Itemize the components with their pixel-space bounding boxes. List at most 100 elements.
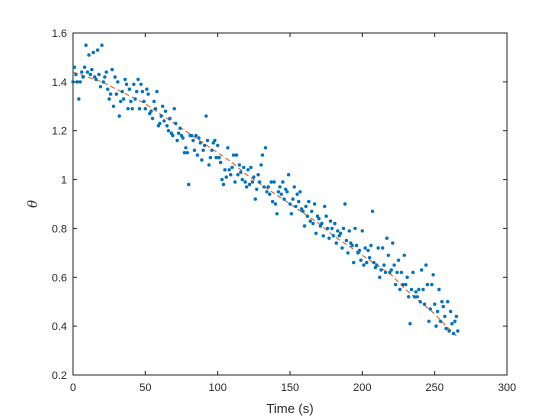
scatter-point	[295, 192, 299, 196]
scatter-point	[111, 104, 116, 109]
scatter-point	[359, 258, 363, 262]
scatter-point	[184, 146, 188, 150]
scatter-point	[392, 263, 396, 267]
scatter-point	[162, 119, 166, 123]
scatter-point	[454, 314, 459, 319]
scatter-point	[443, 314, 447, 319]
scatter-point	[246, 168, 250, 172]
scatter-point	[176, 131, 181, 135]
scatter-point	[304, 204, 308, 209]
scatter-point	[448, 309, 453, 314]
scatter-point	[352, 260, 356, 265]
scatter-point	[366, 248, 370, 253]
y-tick-label: 1.6	[52, 28, 67, 40]
scatter-point	[298, 190, 302, 194]
y-tick-label: 0.2	[52, 370, 67, 382]
scatter-point	[404, 282, 408, 287]
scatter-point	[389, 268, 393, 272]
scatter-point	[104, 70, 109, 74]
scatter-point	[171, 133, 175, 138]
scatter-point	[74, 72, 78, 77]
scatter-point	[149, 109, 153, 113]
scatter-point	[354, 243, 359, 248]
scatter-point	[168, 116, 172, 121]
scatter-point	[87, 53, 91, 57]
scatter-point	[175, 138, 179, 143]
scatter-point	[456, 329, 460, 333]
scatter-point	[285, 190, 289, 194]
scatter-point	[185, 151, 189, 155]
scatter-point	[315, 214, 320, 218]
scatter-point	[433, 302, 437, 306]
scatter-point	[363, 246, 367, 250]
scatter-series	[71, 43, 460, 336]
scatter-point	[200, 158, 204, 162]
y-tick-label: 0.6	[52, 272, 67, 284]
scatter-point	[402, 253, 406, 257]
scatter-point	[137, 107, 142, 111]
scatter-point	[308, 219, 312, 223]
scatter-point	[242, 165, 246, 170]
scatter-point	[323, 204, 327, 209]
scatter-point	[155, 89, 159, 94]
scatter-point	[253, 197, 257, 201]
scatter-point	[103, 75, 107, 79]
scatter-point	[192, 148, 197, 152]
scatter-point	[182, 151, 187, 155]
scatter-point	[438, 319, 443, 323]
scatter-point	[383, 270, 388, 275]
scatter-point	[380, 246, 385, 250]
scatter-point	[385, 236, 389, 240]
scatter-point	[292, 185, 296, 189]
scatter-point	[343, 202, 347, 206]
scatter-point	[372, 260, 376, 265]
y-axis-label: θ	[26, 200, 41, 208]
scatter-point	[318, 224, 323, 228]
scatter-point	[90, 67, 94, 72]
scatter-point	[187, 182, 191, 187]
scatter-point	[399, 270, 404, 275]
scatter-point	[396, 258, 401, 262]
scatter-point	[415, 295, 419, 299]
scatter-point	[153, 107, 158, 111]
scatter-point	[88, 72, 93, 77]
scatter-point	[297, 199, 301, 204]
scatter-point	[272, 180, 276, 184]
scatter-point	[236, 173, 240, 177]
scatter-point	[266, 185, 270, 189]
scatter-point	[240, 177, 244, 182]
scatter-point	[281, 180, 285, 184]
scatter-point	[101, 80, 106, 84]
scatter-point	[451, 331, 456, 336]
scatter-point	[94, 77, 98, 82]
scatter-point	[273, 202, 278, 206]
scatter-point	[135, 89, 139, 94]
scatter-point	[133, 97, 137, 101]
scatter-point	[291, 197, 295, 201]
scatter-point	[120, 89, 124, 94]
scatter-point	[165, 124, 169, 128]
scatter-point	[127, 87, 132, 91]
scatter-point	[255, 187, 259, 191]
scatter-point	[375, 263, 379, 267]
scatter-point	[146, 92, 150, 96]
scatter-point	[158, 121, 162, 126]
x-tick-label: 250	[425, 382, 443, 394]
scatter-point	[216, 143, 220, 148]
scatter-point	[311, 221, 315, 226]
scatter-point	[159, 114, 163, 118]
scatter-point	[450, 322, 454, 326]
scatter-point	[444, 326, 448, 331]
scatter-point	[145, 87, 149, 91]
scatter-point	[370, 209, 375, 213]
scatter-point	[114, 92, 119, 96]
y-axis-ticks: 0.2 0.4 0.6 0.8 1 1.2 1.4 1.6	[52, 28, 507, 382]
scatter-point	[435, 309, 440, 314]
scatter-point	[243, 180, 247, 184]
scatter-point	[398, 287, 402, 292]
scatter-point	[207, 163, 211, 167]
scatter-point	[119, 99, 123, 104]
scatter-point	[78, 80, 82, 84]
scatter-point	[336, 229, 340, 233]
